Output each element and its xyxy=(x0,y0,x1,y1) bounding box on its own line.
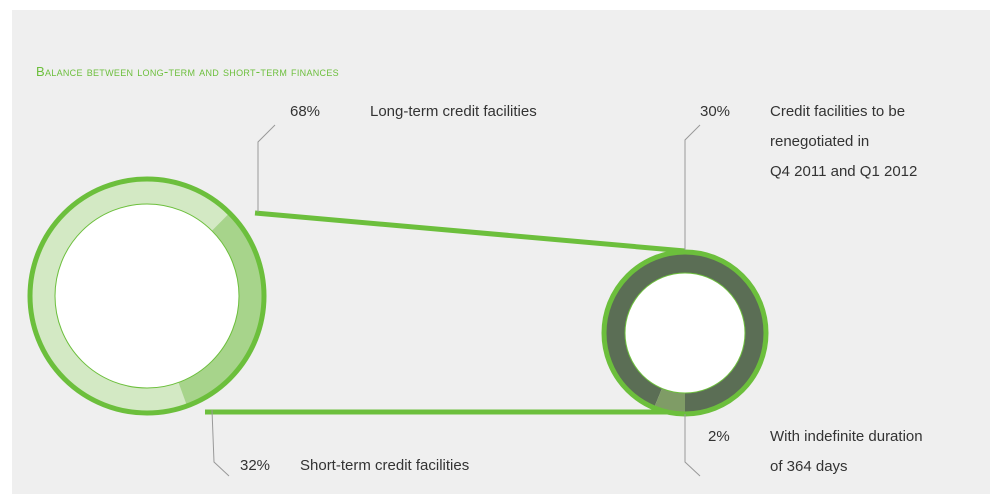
category-label: With indefinite duration of 364 days xyxy=(770,428,923,475)
value-label: 2% xyxy=(708,428,730,445)
category-label: Short-term credit facilities xyxy=(300,457,469,474)
value-label: 68% xyxy=(290,103,320,120)
donut-segment xyxy=(30,179,230,414)
value-label: 32% xyxy=(240,457,270,474)
category-label: Long-term credit facilities xyxy=(370,103,537,120)
value-label: 30% xyxy=(700,103,730,120)
donut-segment xyxy=(178,212,264,406)
connector xyxy=(254,210,686,254)
outer-ring xyxy=(27,176,267,416)
donuts xyxy=(27,176,769,417)
category-label: Credit facilities to be renegotiated in Q4… xyxy=(770,103,917,180)
chart-title: Balance between long-term and short-term… xyxy=(36,64,339,79)
inner-hole xyxy=(624,272,746,394)
inner-hole xyxy=(54,203,240,389)
leaders xyxy=(211,124,701,477)
donut-segment xyxy=(654,388,685,414)
